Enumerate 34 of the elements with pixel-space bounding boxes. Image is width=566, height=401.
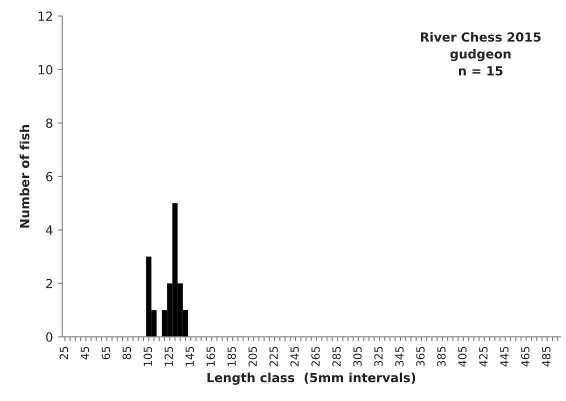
- x-tick-label: 225: [269, 346, 278, 366]
- x-tick-label: 265: [311, 346, 320, 366]
- x-tick-label: 345: [395, 346, 404, 366]
- y-tick-label: 12: [38, 12, 52, 21]
- x-tick-label: 425: [479, 346, 488, 367]
- x-tick-label: 205: [248, 346, 257, 366]
- x-tick-label: 385: [437, 346, 446, 366]
- y-tick-label: 4: [46, 226, 53, 235]
- x-tick-label: 465: [521, 346, 530, 367]
- x-tick-label: 45: [80, 346, 90, 360]
- x-tick-label: 305: [353, 346, 362, 366]
- x-tick-label: 25: [60, 346, 68, 360]
- x-tick-label: 85: [122, 346, 132, 360]
- x-axis-title: Length class (5mm intervals): [208, 372, 416, 385]
- x-tick-label: 165: [206, 346, 215, 366]
- x-tick-label: 485: [542, 346, 550, 367]
- x-tick-label: 185: [227, 346, 236, 366]
- x-tick-label: 445: [500, 346, 509, 367]
- x-tick-label: 105: [144, 346, 152, 366]
- y-tick-label: 0: [46, 332, 52, 342]
- y-axis-title: Number of fish: [20, 125, 30, 228]
- y-tick-label: 6: [46, 172, 52, 182]
- x-tick-label: 405: [458, 346, 467, 367]
- y-tick-label: 2: [46, 278, 52, 288]
- x-tick-label: 325: [374, 346, 383, 366]
- x-tick-label: 65: [102, 346, 110, 360]
- x-tick-label: 125: [164, 346, 173, 366]
- y-tick-label: 8: [46, 118, 52, 128]
- y-tick-label: 10: [38, 64, 52, 74]
- x-tick-label: 245: [290, 346, 299, 366]
- x-tick-label: 365: [416, 346, 425, 366]
- x-tick-label: 285: [332, 346, 341, 366]
- x-tick-label: 145: [186, 346, 194, 366]
- annotation: River Chess 2015 gudgeon n = 15: [420, 32, 541, 76]
